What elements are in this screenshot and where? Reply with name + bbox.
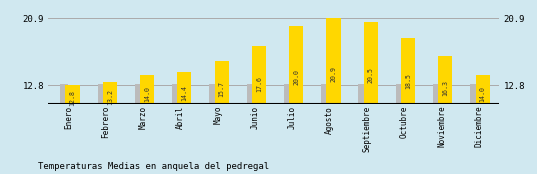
- Bar: [252, 46, 266, 104]
- Bar: [66, 85, 79, 104]
- Bar: [289, 26, 303, 104]
- Text: 12.8: 12.8: [70, 90, 76, 106]
- Bar: [401, 38, 415, 104]
- Bar: [396, 84, 404, 104]
- Bar: [433, 84, 441, 104]
- Bar: [321, 84, 329, 104]
- Bar: [470, 84, 478, 104]
- Text: 17.6: 17.6: [256, 76, 262, 92]
- Bar: [177, 72, 192, 104]
- Text: 18.5: 18.5: [405, 73, 411, 89]
- Bar: [215, 61, 229, 104]
- Bar: [140, 76, 154, 104]
- Bar: [284, 84, 292, 104]
- Bar: [172, 84, 180, 104]
- Text: 14.0: 14.0: [480, 86, 485, 102]
- Bar: [359, 84, 367, 104]
- Bar: [60, 84, 68, 104]
- Bar: [246, 84, 255, 104]
- Text: 14.0: 14.0: [144, 86, 150, 102]
- Bar: [476, 76, 490, 104]
- Text: 14.4: 14.4: [182, 85, 187, 101]
- Text: 13.2: 13.2: [107, 89, 113, 105]
- Bar: [135, 84, 143, 104]
- Bar: [103, 82, 117, 104]
- Text: 20.5: 20.5: [368, 68, 374, 84]
- Bar: [98, 84, 106, 104]
- Bar: [438, 56, 453, 104]
- Text: 16.3: 16.3: [442, 80, 448, 96]
- Text: Temperaturas Medias en anquela del pedregal: Temperaturas Medias en anquela del pedre…: [38, 161, 268, 171]
- Bar: [364, 22, 378, 104]
- Text: 20.9: 20.9: [330, 66, 337, 82]
- Text: 15.7: 15.7: [219, 81, 224, 97]
- Bar: [326, 18, 340, 104]
- Text: 20.0: 20.0: [293, 69, 299, 85]
- Bar: [209, 84, 217, 104]
